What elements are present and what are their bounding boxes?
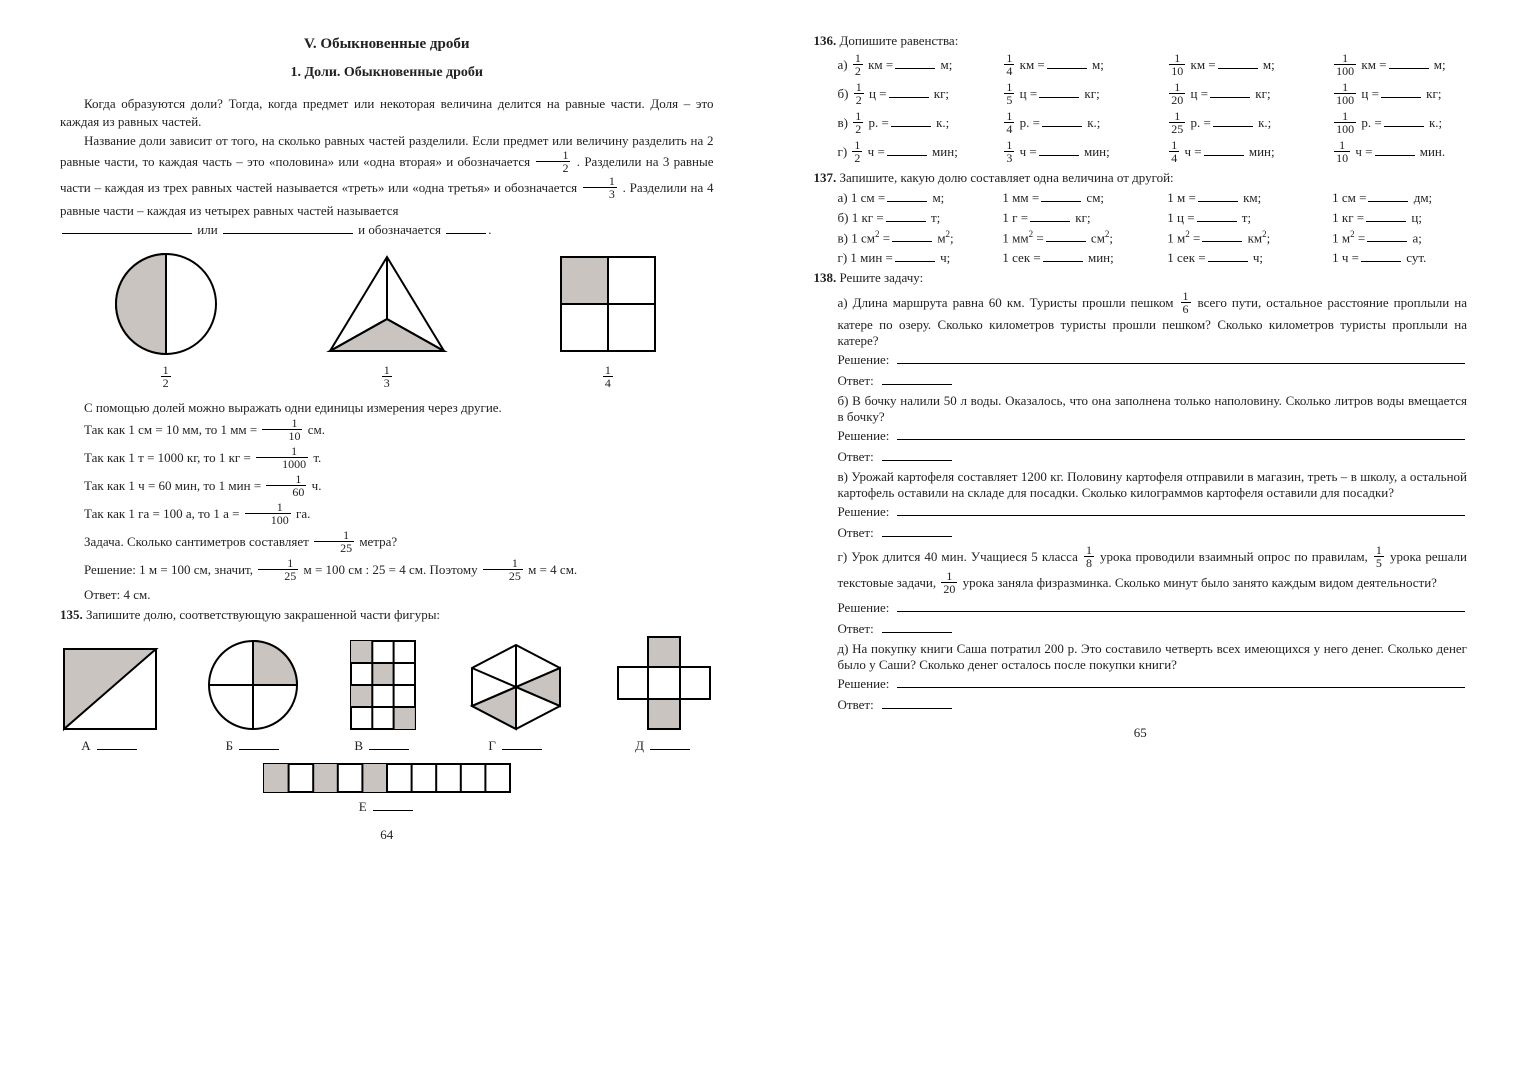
blank[interactable] <box>446 221 486 234</box>
answer-blank[interactable] <box>369 737 409 750</box>
blank[interactable] <box>223 221 353 234</box>
t136-row-b: б) 12 ц = кг; 15 ц = кг; 120 ц = кг; 110… <box>838 82 1468 108</box>
sol-line: Решение: <box>838 351 1468 368</box>
shape-circle-half: 12 <box>111 249 221 391</box>
shape-triangle-third: 13 <box>322 249 452 391</box>
task-135: 135. Запишите долю, соответствующую закр… <box>60 606 714 624</box>
answer-blank[interactable] <box>239 737 279 750</box>
t137-row-v: в) 1 см2 = м2; 1 мм2 = см2; 1 м2 = км2; … <box>838 229 1468 246</box>
answer-blank[interactable] <box>97 737 137 750</box>
intro-p1: Когда образуются доли? Тогда, когда пред… <box>60 95 714 130</box>
figures-row-1: А Б В <box>60 633 714 754</box>
figure-g: Г <box>464 641 568 754</box>
task-137: 137. Запишите, какую долю составляет одн… <box>814 169 1468 187</box>
figure-b: Б <box>205 637 301 754</box>
chapter-title: V. Обыкновенные дроби <box>60 36 714 53</box>
frac-1-2: 12 <box>534 149 572 175</box>
figure-e: Е <box>257 762 517 815</box>
label-1-3: 13 <box>380 364 394 390</box>
page-64: V. Обыкновенные дроби 1. Доли. Обыкновен… <box>0 0 764 1080</box>
intro-p2: Название доли зависит от того, на скольк… <box>60 132 714 219</box>
t136-row-v: в) 12 р. = к.; 14 р. = к.; 125 р. = к.; … <box>838 111 1468 137</box>
units-intro: С помощью долей можно выражать одни един… <box>60 399 714 417</box>
t137-row-g: г) 1 мин = ч; 1 сек = мин; 1 сек = ч; 1 … <box>838 249 1468 266</box>
t137-row-b: б) 1 кг = т; 1 г = кг; 1 ц = т; 1 кг = ц… <box>838 209 1468 226</box>
unit-line-4: Так как 1 га = 100 а, то 1 а = 1100 га. <box>60 502 714 528</box>
page-number: 65 <box>814 725 1468 741</box>
unit-line-1: Так как 1 см = 10 мм, то 1 мм = 110 см. <box>60 418 714 444</box>
label-1-2: 12 <box>159 364 173 390</box>
answer-blank[interactable] <box>650 737 690 750</box>
problem-a: а) Длина маршрута равна 60 км. Туристы п… <box>838 291 1468 349</box>
ans-line: Ответ: <box>838 372 1468 389</box>
t137-row-a: а) 1 см = м; 1 мм = см; 1 м = км; 1 см =… <box>838 189 1468 206</box>
worked-task-ans: Ответ: 4 см. <box>60 586 714 604</box>
frac-1-3: 13 <box>581 175 619 201</box>
worked-task-sol: Решение: 1 м = 100 см, значит, 125 м = 1… <box>60 558 714 584</box>
label-1-4: 14 <box>601 364 615 390</box>
fill-line: или и обозначается . <box>60 221 714 239</box>
task-136: 136. Допишите равенства: <box>814 32 1468 50</box>
blank[interactable] <box>62 221 192 234</box>
t136-row-a: а) 12 км = м; 14 км = м; 110 км = м; 110… <box>838 53 1468 79</box>
worked-task-q: Задача. Сколько сантиметров составляет 1… <box>60 530 714 556</box>
unit-line-3: Так как 1 ч = 60 мин, то 1 мин = 160 ч. <box>60 474 714 500</box>
page-number: 64 <box>60 827 714 843</box>
answer-blank[interactable] <box>373 798 413 811</box>
page-65: 136. Допишите равенства: а) 12 км = м; 1… <box>764 0 1527 1080</box>
problem-v: в) Урожай картофеля составляет 1200 кг. … <box>838 469 1468 501</box>
t136-row-g: г) 12 ч = мин; 13 ч = мин; 14 ч = мин; 1… <box>838 140 1468 166</box>
figure-v: В <box>347 637 419 754</box>
figure-a: А <box>60 645 160 754</box>
problem-g: г) Урок длится 40 мин. Учащиеся 5 класса… <box>838 545 1468 597</box>
unit-line-2: Так как 1 т = 1000 кг, то 1 кг = 11000 т… <box>60 446 714 472</box>
figure-d: Д <box>614 633 714 754</box>
task-138: 138. Решите задачу: <box>814 269 1468 287</box>
problem-b: б) В бочку налили 50 л воды. Оказалось, … <box>838 393 1468 425</box>
answer-blank[interactable] <box>502 737 542 750</box>
section-title: 1. Доли. Обыкновенные дроби <box>60 65 714 81</box>
shape-square-quarter: 14 <box>553 249 663 391</box>
example-shapes-row: 12 13 14 <box>60 249 714 391</box>
problem-d: д) На покупку книги Саша потратил 200 р.… <box>838 641 1468 673</box>
